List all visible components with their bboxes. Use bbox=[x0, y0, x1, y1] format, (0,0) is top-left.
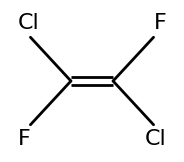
Text: Cl: Cl bbox=[17, 13, 39, 33]
Text: F: F bbox=[17, 129, 30, 149]
Text: F: F bbox=[154, 13, 167, 33]
Text: Cl: Cl bbox=[145, 129, 167, 149]
